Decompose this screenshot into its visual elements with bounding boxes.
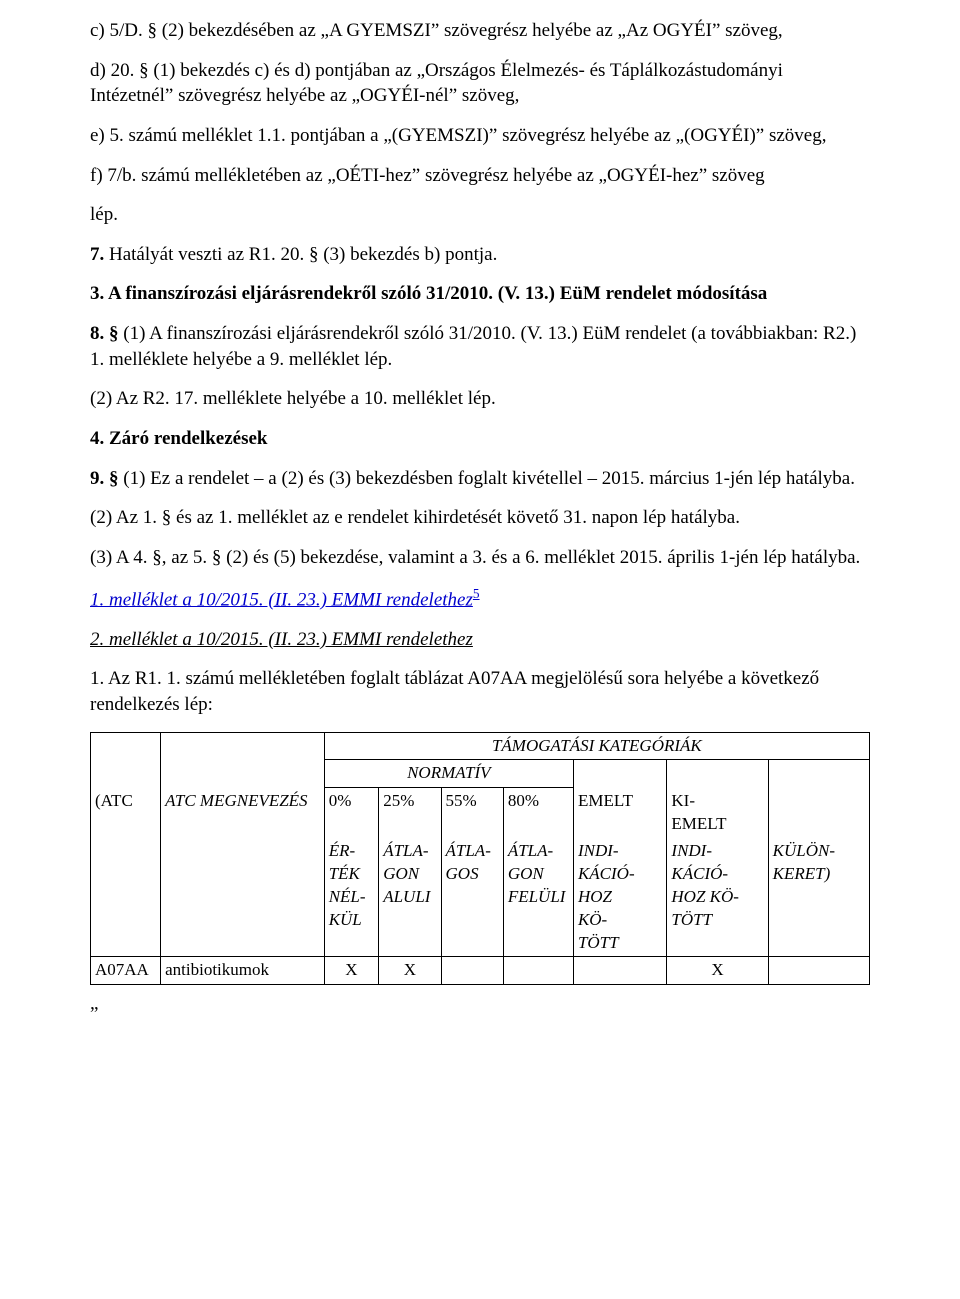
section-4-heading: 4. Záró rendelkezések xyxy=(90,426,870,452)
table-row: A07AA antibiotikumok X X X xyxy=(91,957,870,985)
para-table-intro: 1. Az R1. 1. számú mellékletében foglalt… xyxy=(90,666,870,717)
cell-blank xyxy=(573,957,666,985)
para-7-rest: Hatályát veszti az R1. 20. § (3) bekezdé… xyxy=(104,244,497,265)
cell-blank xyxy=(91,732,161,788)
cell-x1: X xyxy=(324,957,379,985)
para-9-rest: (1) Ez a rendelet – a (2) és (3) bekezdé… xyxy=(119,468,855,489)
cell-blank xyxy=(161,732,325,788)
cell-code: A07AA xyxy=(91,957,161,985)
document-page: c) 5/D. § (2) bekezdésében az „A GYEMSZI… xyxy=(0,0,960,1299)
cell-kulonkeret: KÜLÖN- KERET) xyxy=(768,838,869,957)
table-row: (ATC ATC MEGNEVEZÉS 0% 25% 55% 80% EMELT… xyxy=(91,788,870,838)
para-9-prefix: 9. § xyxy=(90,468,119,489)
cell-atc-name-head: ATC MEGNEVEZÉS xyxy=(161,788,325,838)
cell-indikacio-2: INDI- KÁCIÓ- HOZ KÖ- TÖTT xyxy=(667,838,768,957)
para-8: 8. § (1) A finanszírozási eljárásrendekr… xyxy=(90,321,870,372)
para-8-2: (2) Az R2. 17. melléklete helyébe a 10. … xyxy=(90,386,870,412)
cell-blank xyxy=(91,838,161,957)
cell-ertek: ÉR- TÉK NÉL- KÜL xyxy=(324,838,379,957)
cell-blank xyxy=(441,957,503,985)
cell-blank xyxy=(503,957,573,985)
para-9-2: (2) Az 1. § és az 1. melléklet az e rend… xyxy=(90,505,870,531)
open-quote: „ xyxy=(90,991,870,1017)
cell-emelt: EMELT xyxy=(573,788,666,838)
section-3-heading: 3. A finanszírozási eljárásrendekről szó… xyxy=(90,281,870,307)
para-d: d) 20. § (1) bekezdés c) és d) pontjában… xyxy=(90,58,870,109)
table-row: ÉR- TÉK NÉL- KÜL ÁTLA- GON ALULI ÁTLA- G… xyxy=(91,838,870,957)
para-8-rest: (1) A finanszírozási eljárásrendekről sz… xyxy=(90,323,856,370)
para-7-prefix: 7. xyxy=(90,244,104,265)
cell-blank xyxy=(667,760,768,788)
cell-blank xyxy=(573,760,666,788)
cell-0pct: 0% xyxy=(324,788,379,838)
cell-name: antibiotikumok xyxy=(161,957,325,985)
para-c: c) 5/D. § (2) bekezdésében az „A GYEMSZI… xyxy=(90,18,870,44)
cell-blank xyxy=(768,788,869,838)
annex-1-link: 1. melléklet a 10/2015. (II. 23.) EMMI r… xyxy=(90,585,870,613)
para-7: 7. Hatályát veszti az R1. 20. § (3) beke… xyxy=(90,242,870,268)
cell-indikacio-1: INDI- KÁCIÓ- HOZ KÖ- TÖTT xyxy=(573,838,666,957)
cell-blank xyxy=(161,838,325,957)
cell-x2: X xyxy=(379,957,441,985)
para-lep: lép. xyxy=(90,202,870,228)
para-e: e) 5. számú melléklet 1.1. pontjában a „… xyxy=(90,123,870,149)
footnote-ref-5[interactable]: 5 xyxy=(473,586,480,601)
cell-atlagon-feluli: ÁTLA- GON FELÜLI xyxy=(503,838,573,957)
cell-kiemelt: KI- EMELT xyxy=(667,788,768,838)
cell-title-support: TÁMOGATÁSI KATEGÓRIÁK xyxy=(324,732,869,760)
para-9-3: (3) A 4. §, az 5. § (2) és (5) bekezdése… xyxy=(90,545,870,571)
cell-55pct: 55% xyxy=(441,788,503,838)
cell-atlagon-aluli: ÁTLA- GON ALULI xyxy=(379,838,441,957)
cell-blank xyxy=(768,760,869,788)
table-row: TÁMOGATÁSI KATEGÓRIÁK xyxy=(91,732,870,760)
para-8-prefix: 8. § xyxy=(90,323,119,344)
cell-title-normativ: NORMATÍV xyxy=(324,760,573,788)
support-categories-table: TÁMOGATÁSI KATEGÓRIÁK NORMATÍV (ATC ATC … xyxy=(90,732,870,986)
cell-x3: X xyxy=(667,957,768,985)
para-9: 9. § (1) Ez a rendelet – a (2) és (3) be… xyxy=(90,466,870,492)
annex-1-link-text: 1. melléklet a 10/2015. (II. 23.) EMMI r… xyxy=(90,589,473,610)
cell-atlagos: ÁTLA- GOS xyxy=(441,838,503,957)
annex-1-hyperlink[interactable]: 1. melléklet a 10/2015. (II. 23.) EMMI r… xyxy=(90,589,473,610)
cell-atc-head: (ATC xyxy=(91,788,161,838)
annex-2-heading: 2. melléklet a 10/2015. (II. 23.) EMMI r… xyxy=(90,627,870,653)
cell-80pct: 80% xyxy=(503,788,573,838)
cell-25pct: 25% xyxy=(379,788,441,838)
cell-blank xyxy=(768,957,869,985)
para-f: f) 7/b. számú mellékletében az „OÉTI-hez… xyxy=(90,163,870,189)
